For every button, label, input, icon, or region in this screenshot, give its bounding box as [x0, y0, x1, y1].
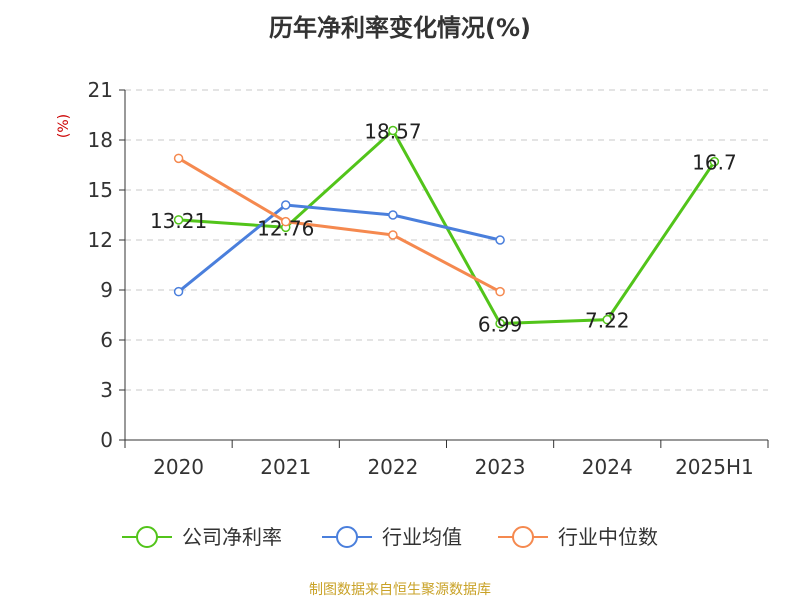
- y-tick-label: 9: [100, 278, 113, 302]
- y-tick-label: 21: [88, 78, 113, 102]
- data-point: [495, 286, 505, 297]
- data-label: 12.76: [257, 216, 314, 240]
- data-point: [709, 156, 720, 167]
- data-point: [388, 210, 398, 220]
- x-tick-label: 2025H1: [675, 455, 754, 479]
- data-point: [495, 318, 505, 329]
- data-label: 6.99: [478, 313, 523, 337]
- chart-title: 历年净利率变化情况(%): [269, 14, 531, 42]
- legend-label: 行业中位数: [558, 525, 658, 549]
- data-point: [602, 314, 612, 325]
- data-labels: 13.21 12.76 18.57 6.99 7.22 16.7: [150, 120, 737, 337]
- x-tick-label: 2023: [475, 455, 526, 479]
- y-tick-label: 6: [100, 328, 113, 352]
- grid-lines: [125, 89, 768, 391]
- x-tick-label: 2022: [367, 455, 418, 479]
- y-tick-label: 0: [100, 428, 113, 452]
- y-axis-unit: (%): [56, 114, 72, 138]
- data-point: [173, 215, 184, 225]
- legend-label: 公司净利率: [182, 525, 282, 549]
- y-tick-label: 15: [88, 178, 113, 202]
- series-line-1: [177, 203, 501, 293]
- y-tick-label: 18: [88, 128, 113, 152]
- series-line-2: [177, 157, 501, 293]
- legend-label: 行业均值: [382, 525, 462, 549]
- axes: 0 3 6 9 12 15 18 21 2020 2021 2022 2023 2024 2025H1 (%…: [56, 78, 769, 479]
- y-tick-label: 3: [100, 378, 113, 402]
- data-point: [388, 125, 398, 136]
- legend-marker: [136, 526, 158, 548]
- data-label: 7.22: [585, 309, 630, 333]
- legend-marker: [336, 526, 358, 548]
- legend-marker: [512, 526, 534, 548]
- data-point: [281, 200, 291, 210]
- data-point: [173, 286, 184, 297]
- y-tick-label: 12: [88, 228, 113, 252]
- series-lines: [173, 125, 720, 329]
- data-label: 13.21: [150, 209, 207, 233]
- data-point: [388, 230, 398, 240]
- legend: 公司净利率 行业均值 行业中位数: [122, 525, 658, 549]
- x-tick-label: 2021: [260, 455, 311, 479]
- x-tick-label: 2024: [582, 455, 633, 479]
- data-point: [495, 235, 505, 245]
- data-label: 16.7: [692, 151, 737, 175]
- data-point: [173, 153, 184, 164]
- data-label: 18.57: [364, 120, 421, 144]
- x-tick-label: 2020: [153, 455, 204, 479]
- data-point: [281, 216, 291, 227]
- source-note: 制图数据来自恒生聚源数据库: [309, 582, 491, 598]
